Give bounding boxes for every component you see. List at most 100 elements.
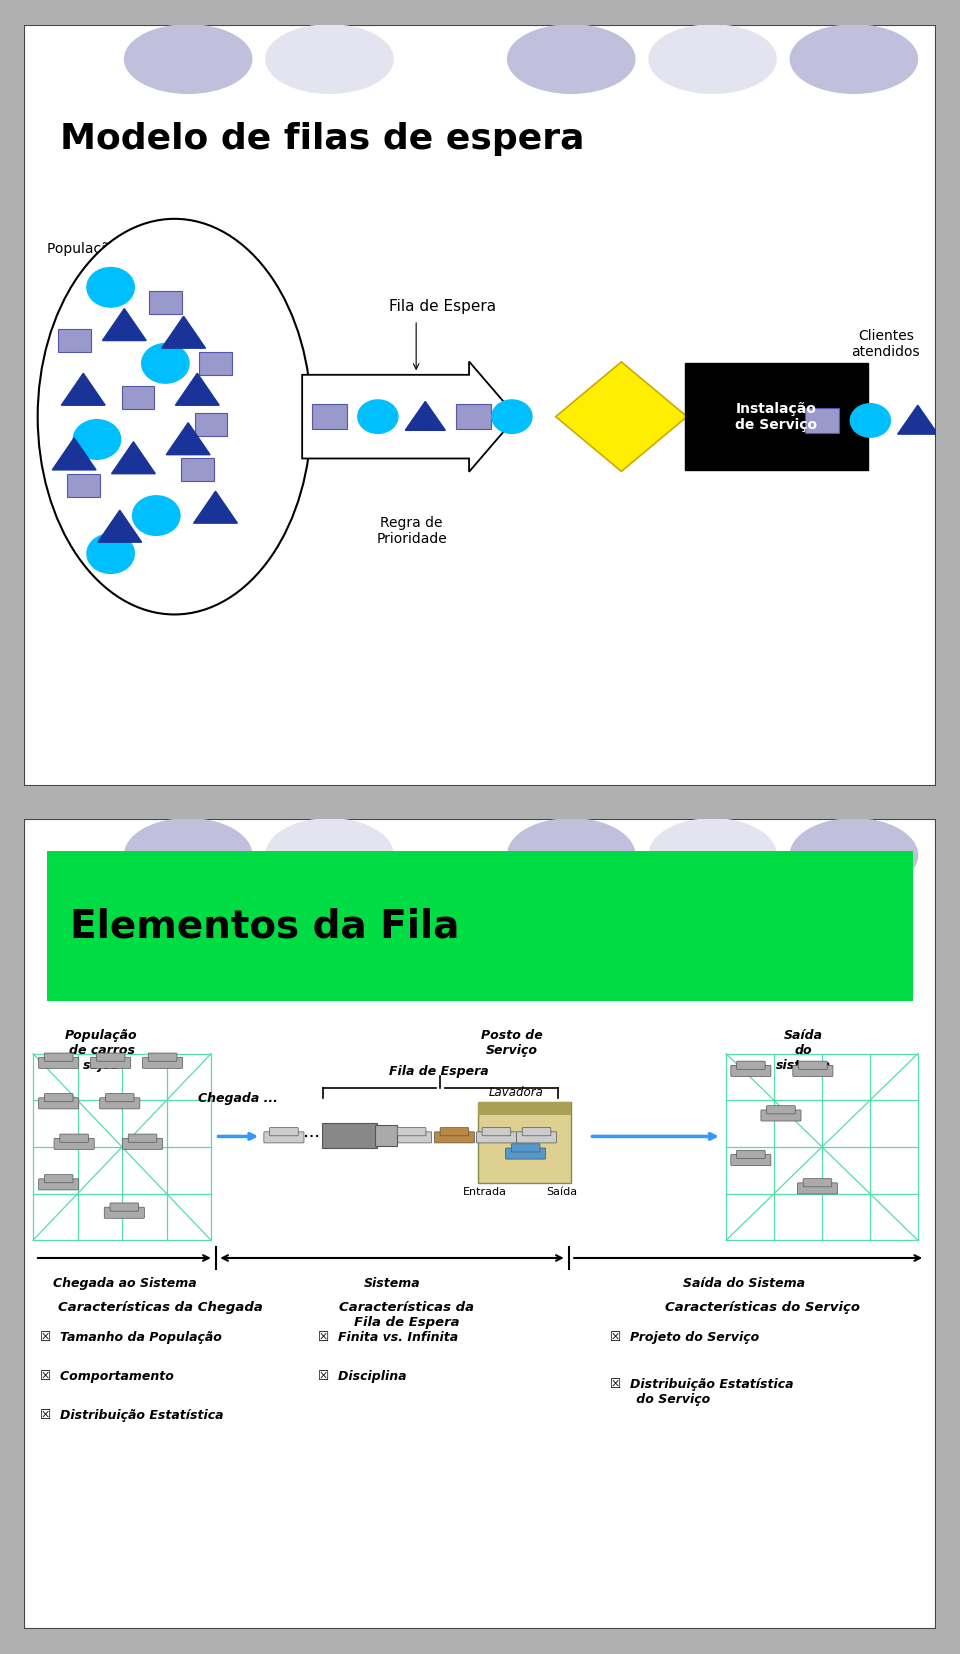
FancyBboxPatch shape: [761, 1110, 801, 1121]
FancyBboxPatch shape: [270, 1128, 299, 1136]
Circle shape: [142, 344, 189, 384]
Text: População de Clientes: População de Clientes: [47, 241, 200, 256]
Ellipse shape: [125, 819, 252, 892]
FancyBboxPatch shape: [110, 1202, 138, 1211]
FancyBboxPatch shape: [122, 387, 155, 409]
Text: Fila de Espera: Fila de Espera: [389, 1065, 489, 1078]
Text: Saída
do
sistema: Saída do sistema: [777, 1029, 831, 1072]
Ellipse shape: [649, 25, 777, 93]
Text: Regra de
Prioridade: Regra de Prioridade: [376, 516, 447, 546]
Text: Modelo de filas de espera: Modelo de filas de espera: [60, 122, 585, 155]
FancyBboxPatch shape: [397, 1128, 426, 1136]
FancyBboxPatch shape: [44, 1093, 73, 1102]
FancyBboxPatch shape: [767, 1107, 795, 1113]
FancyBboxPatch shape: [434, 1131, 474, 1143]
Polygon shape: [556, 362, 687, 471]
FancyBboxPatch shape: [54, 1138, 94, 1150]
Text: Saída: Saída: [546, 1188, 578, 1197]
FancyBboxPatch shape: [312, 405, 347, 428]
Ellipse shape: [266, 819, 394, 892]
Polygon shape: [111, 442, 156, 473]
FancyBboxPatch shape: [90, 1057, 131, 1068]
Ellipse shape: [508, 25, 635, 93]
Text: ☒  Distribuição Estatística: ☒ Distribuição Estatística: [40, 1409, 224, 1422]
FancyBboxPatch shape: [24, 819, 936, 1629]
FancyBboxPatch shape: [736, 1062, 765, 1070]
Text: Posto de
Serviço: Posto de Serviço: [481, 1029, 542, 1057]
FancyBboxPatch shape: [685, 364, 868, 470]
Polygon shape: [176, 374, 219, 405]
Text: Elementos da Fila: Elementos da Fila: [69, 908, 459, 946]
FancyBboxPatch shape: [195, 414, 228, 435]
FancyBboxPatch shape: [440, 1128, 468, 1136]
FancyBboxPatch shape: [799, 1062, 828, 1070]
Polygon shape: [898, 405, 938, 433]
Circle shape: [851, 404, 891, 437]
FancyBboxPatch shape: [199, 352, 232, 375]
FancyBboxPatch shape: [804, 409, 839, 433]
FancyBboxPatch shape: [38, 1179, 79, 1189]
FancyBboxPatch shape: [512, 1145, 540, 1151]
Circle shape: [87, 534, 134, 574]
FancyBboxPatch shape: [804, 1179, 831, 1188]
Text: Sistema: Sistema: [364, 1277, 420, 1290]
FancyArrow shape: [302, 362, 516, 471]
Ellipse shape: [649, 819, 777, 892]
Circle shape: [87, 268, 134, 308]
FancyBboxPatch shape: [96, 1054, 125, 1062]
Polygon shape: [61, 374, 106, 405]
Text: ☒  Disciplina: ☒ Disciplina: [318, 1370, 406, 1383]
FancyBboxPatch shape: [106, 1093, 134, 1102]
FancyBboxPatch shape: [506, 1148, 545, 1159]
Ellipse shape: [37, 218, 311, 615]
FancyBboxPatch shape: [522, 1128, 551, 1136]
FancyBboxPatch shape: [38, 1098, 79, 1108]
FancyBboxPatch shape: [731, 1065, 771, 1077]
Circle shape: [132, 496, 180, 536]
Circle shape: [492, 400, 532, 433]
FancyBboxPatch shape: [38, 1057, 79, 1068]
FancyBboxPatch shape: [100, 1098, 140, 1108]
Text: ☒  Comportamento: ☒ Comportamento: [40, 1370, 175, 1383]
FancyBboxPatch shape: [798, 1183, 837, 1194]
Polygon shape: [98, 509, 142, 543]
Text: Chegada ao Sistema: Chegada ao Sistema: [53, 1277, 196, 1290]
Text: Fila de Espera: Fila de Espera: [389, 299, 496, 314]
Text: ☒  Distribuição Estatística
      do Serviço: ☒ Distribuição Estatística do Serviço: [610, 1378, 793, 1406]
Polygon shape: [103, 309, 146, 341]
Text: ☒  Tamanho da População: ☒ Tamanho da População: [40, 1331, 223, 1345]
FancyBboxPatch shape: [478, 1102, 571, 1115]
FancyBboxPatch shape: [264, 1131, 304, 1143]
FancyBboxPatch shape: [123, 1138, 162, 1150]
Text: ☒  Projeto do Serviço: ☒ Projeto do Serviço: [610, 1331, 758, 1345]
FancyBboxPatch shape: [456, 405, 491, 428]
Polygon shape: [161, 316, 205, 349]
FancyBboxPatch shape: [105, 1207, 144, 1219]
FancyBboxPatch shape: [142, 1057, 182, 1068]
Text: Características da Chegada: Características da Chegada: [59, 1302, 263, 1313]
Polygon shape: [405, 402, 445, 430]
Ellipse shape: [508, 819, 635, 892]
Polygon shape: [166, 423, 210, 455]
FancyBboxPatch shape: [731, 1154, 771, 1166]
Text: ☒  Finita vs. Infinita: ☒ Finita vs. Infinita: [318, 1331, 458, 1345]
FancyBboxPatch shape: [60, 1135, 88, 1143]
FancyBboxPatch shape: [148, 1054, 177, 1062]
FancyBboxPatch shape: [476, 1131, 516, 1143]
Text: População
de carros
sujos: População de carros sujos: [65, 1029, 138, 1072]
Text: Entrada: Entrada: [463, 1188, 507, 1197]
FancyBboxPatch shape: [129, 1135, 156, 1143]
FancyBboxPatch shape: [793, 1065, 833, 1077]
Circle shape: [358, 400, 398, 433]
FancyBboxPatch shape: [67, 473, 100, 496]
Text: Chegada ...: Chegada ...: [199, 1092, 278, 1105]
Ellipse shape: [125, 25, 252, 93]
FancyBboxPatch shape: [392, 1131, 432, 1143]
Text: Características do Serviço: Características do Serviço: [665, 1302, 860, 1313]
Polygon shape: [194, 491, 237, 523]
FancyBboxPatch shape: [180, 458, 214, 481]
Ellipse shape: [790, 25, 918, 93]
FancyBboxPatch shape: [478, 1102, 571, 1184]
FancyBboxPatch shape: [44, 1174, 73, 1183]
Ellipse shape: [266, 25, 394, 93]
